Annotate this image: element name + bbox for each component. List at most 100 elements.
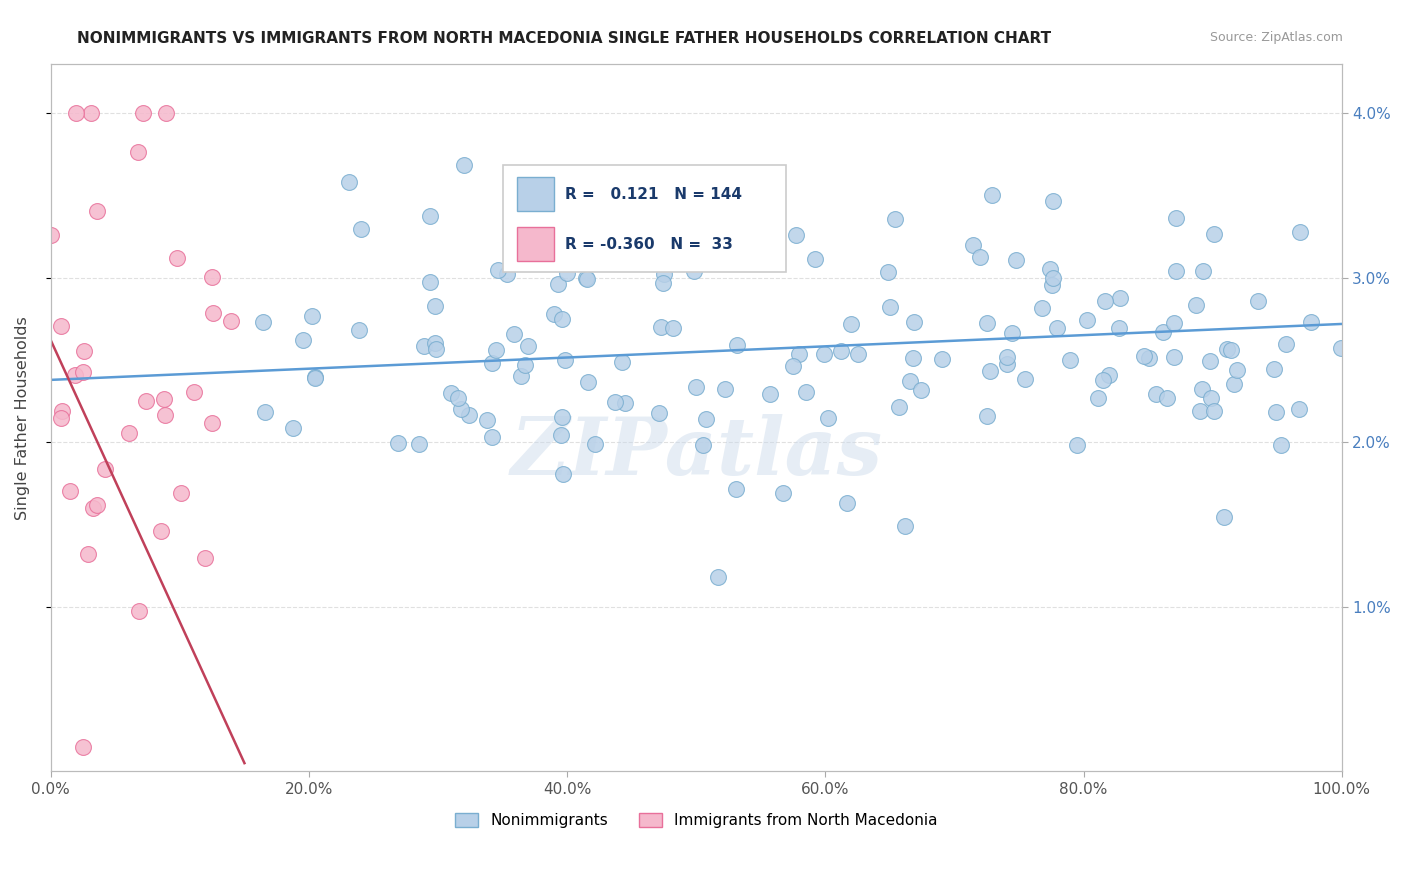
Point — [1059, 352, 1081, 367]
Point — [453, 158, 475, 172]
Point — [347, 323, 370, 337]
Point — [152, 392, 174, 406]
Point — [995, 357, 1018, 371]
Point — [292, 333, 315, 347]
Point — [1039, 262, 1062, 277]
Point — [725, 482, 748, 496]
Point — [976, 316, 998, 330]
Point — [1146, 386, 1168, 401]
Point — [1299, 315, 1322, 329]
Point — [794, 384, 817, 399]
Point — [876, 265, 898, 279]
Point — [612, 355, 634, 369]
Point — [543, 307, 565, 321]
Point — [1226, 363, 1249, 377]
Point — [1185, 298, 1208, 312]
Text: ZIPatlas: ZIPatlas — [510, 414, 883, 491]
Point — [839, 318, 862, 332]
Point — [787, 347, 810, 361]
Point — [80, 106, 103, 120]
Point — [304, 369, 326, 384]
Point — [685, 380, 707, 394]
Point — [894, 518, 917, 533]
Text: NONIMMIGRANTS VS IMMIGRANTS FROM NORTH MACEDONIA SINGLE FATHER HOUSEHOLDS CORREL: NONIMMIGRANTS VS IMMIGRANTS FROM NORTH M… — [77, 31, 1052, 46]
Point — [51, 404, 73, 418]
Point — [252, 315, 274, 329]
Point — [516, 339, 538, 353]
Point — [1270, 437, 1292, 451]
Point — [1275, 337, 1298, 351]
Point — [884, 211, 907, 226]
Point — [49, 318, 72, 333]
Point — [879, 300, 901, 314]
Point — [804, 252, 827, 266]
Point — [550, 428, 572, 442]
Text: R = -0.360   N =  33: R = -0.360 N = 33 — [565, 236, 733, 252]
Point — [1223, 376, 1246, 391]
Point — [583, 437, 606, 451]
Point — [149, 524, 172, 538]
Point — [486, 262, 509, 277]
Point — [135, 393, 157, 408]
Point — [1046, 320, 1069, 334]
Point — [754, 253, 776, 268]
Point — [962, 238, 984, 252]
Point — [551, 467, 574, 481]
Point — [695, 412, 717, 426]
Legend: Nonimmigrants, Immigrants from North Macedonia: Nonimmigrants, Immigrants from North Mac… — [449, 806, 943, 834]
Point — [835, 496, 858, 510]
Point — [1133, 349, 1156, 363]
Point — [1192, 264, 1215, 278]
Point — [65, 106, 87, 120]
Point — [785, 228, 807, 243]
Point — [450, 402, 472, 417]
Point — [1264, 405, 1286, 419]
Text: Source: ZipAtlas.com: Source: ZipAtlas.com — [1209, 31, 1343, 45]
Point — [713, 382, 735, 396]
Point — [201, 269, 224, 284]
Point — [817, 410, 839, 425]
Point — [1220, 343, 1243, 357]
Point — [201, 416, 224, 430]
Point — [387, 436, 409, 450]
Point — [39, 227, 62, 242]
Point — [1216, 342, 1239, 356]
Point — [575, 271, 598, 285]
Point — [1108, 320, 1130, 334]
Point — [706, 570, 728, 584]
Point — [1164, 264, 1187, 278]
Point — [887, 401, 910, 415]
Point — [1330, 341, 1353, 355]
Point — [155, 106, 177, 120]
Point — [481, 356, 503, 370]
Point — [1091, 373, 1114, 387]
Point — [596, 255, 619, 269]
Point — [554, 353, 576, 368]
Point — [1199, 354, 1222, 368]
Point — [551, 312, 574, 326]
Point — [652, 276, 675, 290]
Point — [1212, 509, 1234, 524]
Point — [981, 188, 1004, 202]
Point — [603, 395, 626, 409]
Point — [576, 375, 599, 389]
Point — [969, 250, 991, 264]
Point — [650, 319, 672, 334]
Point — [1109, 291, 1132, 305]
FancyBboxPatch shape — [517, 178, 554, 211]
Point — [281, 421, 304, 435]
FancyBboxPatch shape — [517, 227, 554, 261]
Point — [1094, 293, 1116, 308]
Point — [423, 299, 446, 313]
Point — [995, 351, 1018, 365]
Point — [547, 277, 569, 291]
Point — [695, 244, 717, 258]
Point — [1040, 277, 1063, 292]
Point — [131, 106, 153, 120]
Point — [86, 498, 108, 512]
Point — [458, 409, 481, 423]
Point — [648, 406, 671, 420]
Point — [1191, 382, 1213, 396]
Point — [1004, 252, 1026, 267]
Point — [1156, 391, 1178, 405]
